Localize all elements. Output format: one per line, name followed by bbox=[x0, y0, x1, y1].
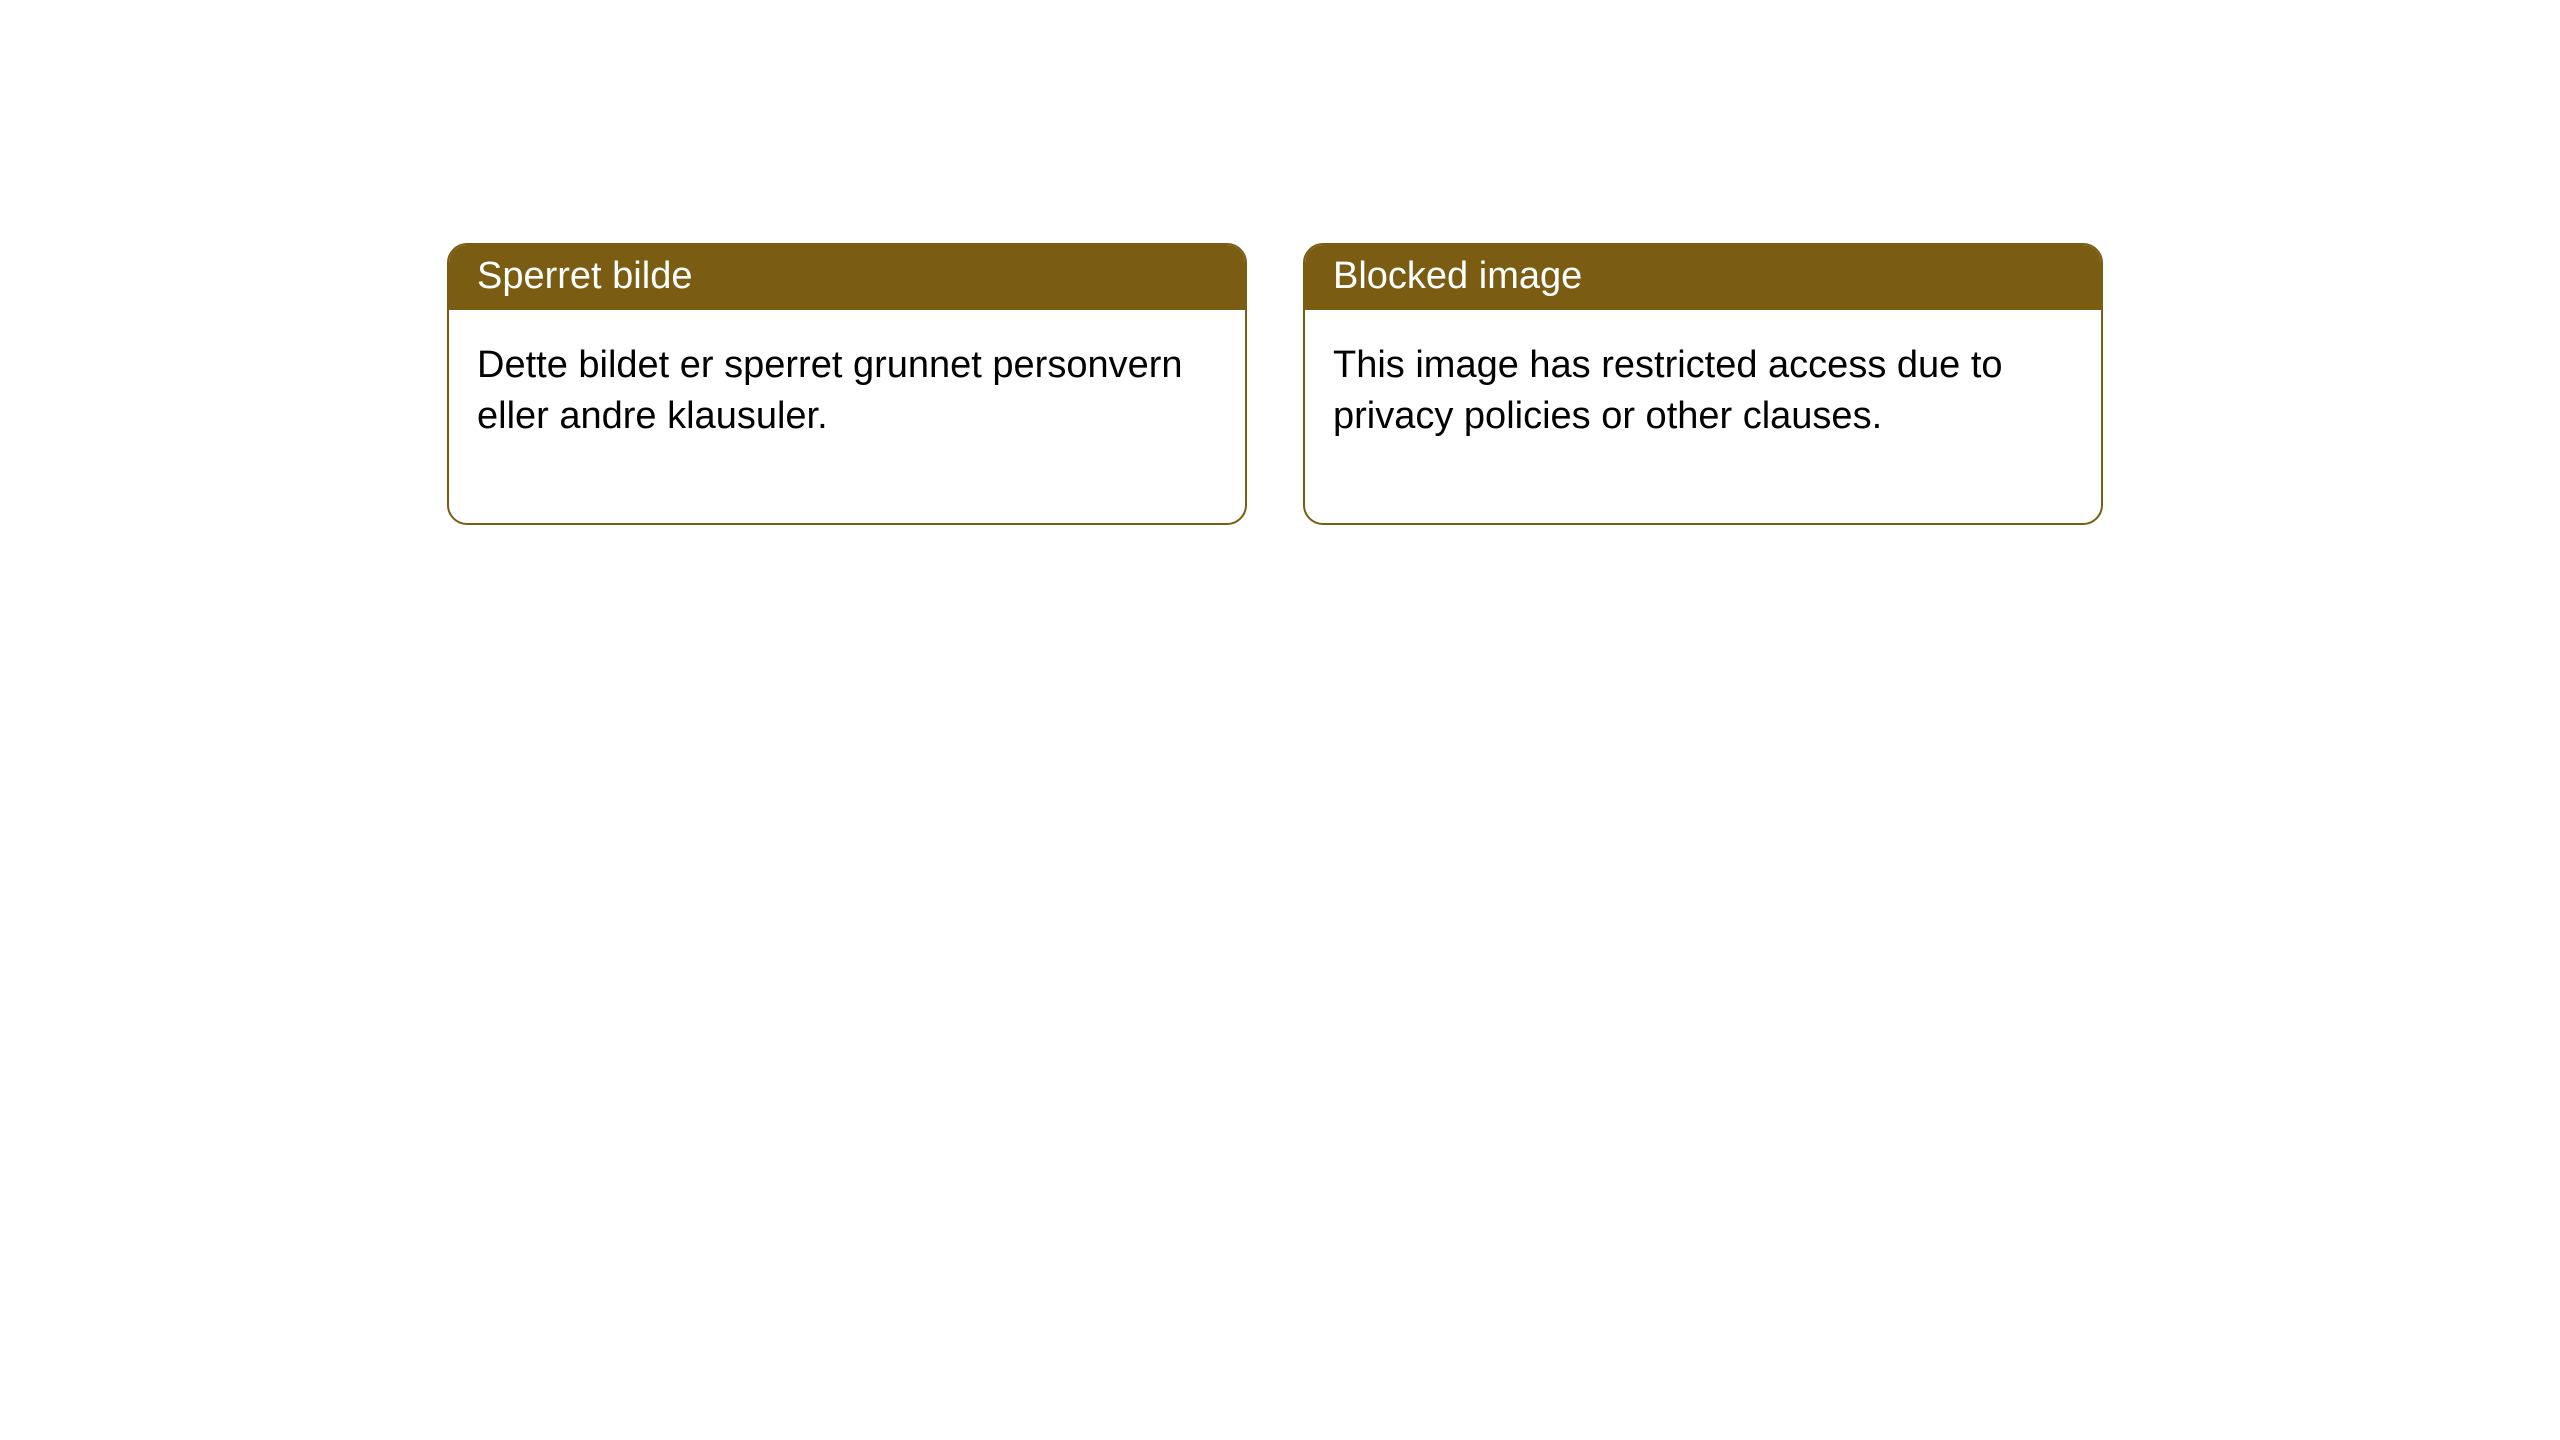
notice-header: Sperret bilde bbox=[449, 245, 1245, 310]
notice-card-norwegian: Sperret bilde Dette bildet er sperret gr… bbox=[447, 243, 1247, 525]
notice-header: Blocked image bbox=[1305, 245, 2101, 310]
notice-container: Sperret bilde Dette bildet er sperret gr… bbox=[0, 0, 2560, 525]
notice-body: This image has restricted access due to … bbox=[1305, 310, 2101, 523]
notice-body: Dette bildet er sperret grunnet personve… bbox=[449, 310, 1245, 523]
notice-card-english: Blocked image This image has restricted … bbox=[1303, 243, 2103, 525]
